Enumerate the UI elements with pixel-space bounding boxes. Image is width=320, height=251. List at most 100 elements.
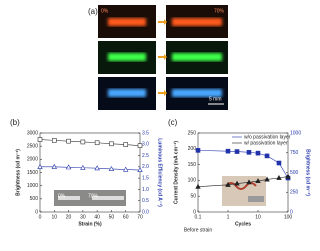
photo-glow xyxy=(108,53,146,61)
x-tick-label: 30 xyxy=(80,214,86,220)
y2-axis-title: Luminous Efficiency (cd A⁻¹) xyxy=(157,138,163,207)
inset-label: 0% xyxy=(58,193,66,199)
x-tick-label: 10 xyxy=(255,214,261,220)
photo-glow xyxy=(172,89,222,97)
y2-tick-label: 0.5 xyxy=(142,198,149,204)
marker xyxy=(66,138,71,144)
marker xyxy=(37,163,43,169)
y-tick-label: 2000 xyxy=(27,157,38,163)
marker xyxy=(255,178,261,184)
inset-photo xyxy=(54,190,126,206)
y-tick-label: 200 xyxy=(188,146,197,152)
y2-tick-label: 3.5 xyxy=(142,130,149,136)
arrow xyxy=(158,90,167,96)
y2-tick-label: 750 xyxy=(290,150,299,156)
marker xyxy=(225,148,231,154)
y-tick-label: 0 xyxy=(35,209,38,215)
marker xyxy=(234,180,240,186)
panel-label: (b) xyxy=(10,118,20,127)
arrow xyxy=(158,54,167,60)
arrow xyxy=(158,19,167,25)
y2-axis-title: Brightness (cd m⁻²) xyxy=(305,149,311,196)
y2-tick-label: 1.0 xyxy=(142,187,149,193)
inset-wave xyxy=(225,182,257,190)
marker xyxy=(276,174,282,180)
y-tick-label: 50 xyxy=(190,194,196,200)
y-axis-title: Current Density (mA cm⁻²) xyxy=(173,141,179,204)
marker xyxy=(123,166,129,172)
x-tick-label: 0.1 xyxy=(195,214,202,220)
marker xyxy=(225,181,231,187)
inset-label: 70% xyxy=(88,193,99,199)
x-tick-label: 50 xyxy=(109,214,115,220)
marker xyxy=(137,167,143,173)
y2-tick-label: 1000 xyxy=(290,130,301,136)
inset-strip xyxy=(92,196,124,200)
x-tick-label: 70 xyxy=(137,214,143,220)
y2-tick-label: 0.0 xyxy=(142,209,149,215)
y-tick-label: 2500 xyxy=(27,143,38,149)
marker xyxy=(234,149,240,154)
y-axis-title: Brightness (cd m⁻²) xyxy=(15,149,21,196)
y-tick-label: 0 xyxy=(193,209,196,215)
inset-strip xyxy=(248,196,264,202)
marker xyxy=(80,164,86,170)
marker xyxy=(137,143,143,148)
marker xyxy=(264,153,270,159)
photo-glow xyxy=(172,18,222,26)
y2-tick-label: 2.0 xyxy=(142,164,149,170)
legend-label: w/ passivation layer xyxy=(244,140,288,146)
x-tick-label: 60 xyxy=(123,214,129,220)
marker xyxy=(80,139,86,145)
x-tick-label: 40 xyxy=(94,214,100,220)
x-axis-title: Strain (%) xyxy=(78,221,102,227)
x-tick-label: 0 xyxy=(39,214,42,220)
photo-label: 0% xyxy=(101,8,109,14)
marker xyxy=(37,137,43,142)
x-tick-label: 20 xyxy=(66,214,72,220)
y2-tick-label: 250 xyxy=(290,190,299,196)
x-tick-label: 1 xyxy=(227,214,230,220)
marker xyxy=(264,176,270,182)
marker xyxy=(195,148,201,153)
y2-tick-label: 500 xyxy=(290,170,299,176)
marker xyxy=(195,183,201,189)
inset-strip xyxy=(58,196,80,200)
marker xyxy=(276,160,282,166)
photo-label: 70% xyxy=(214,8,225,14)
scale-label: 5 mm xyxy=(209,96,222,102)
series-line xyxy=(40,166,141,171)
panel-label: (a) xyxy=(88,7,98,16)
photo-grid xyxy=(98,5,228,110)
series-line xyxy=(197,176,289,188)
series-line xyxy=(197,150,289,179)
y2-tick-label: 3.0 xyxy=(142,142,149,148)
page: {"panel_a": {"label": "(a)", "start": "0… xyxy=(10,5,311,234)
x-axis-title: Cycles xyxy=(235,221,251,227)
y-tick-label: 250 xyxy=(188,130,197,136)
y-tick-label: 1500 xyxy=(27,170,38,176)
marker xyxy=(94,165,100,171)
x-tick-label: 10 xyxy=(52,214,58,220)
y-tick-label: 100 xyxy=(188,178,197,184)
marker xyxy=(109,141,114,147)
panel-label: (c) xyxy=(168,118,178,127)
photo-glow xyxy=(172,53,222,61)
marker xyxy=(246,150,252,155)
x-note: Before strain xyxy=(184,227,213,233)
marker xyxy=(65,164,72,170)
marker xyxy=(94,140,100,146)
marker xyxy=(255,150,261,156)
marker xyxy=(285,173,291,179)
y-tick-label: 1000 xyxy=(27,183,38,189)
photo-glow xyxy=(108,18,146,26)
x-tick-label: 100 xyxy=(284,214,293,220)
series-line xyxy=(39,139,141,146)
y2-tick-label: 2.5 xyxy=(142,153,149,159)
marker xyxy=(123,142,129,147)
y-tick-label: 500 xyxy=(30,196,39,202)
marker xyxy=(108,165,115,171)
marker xyxy=(51,163,57,169)
marker xyxy=(246,179,252,185)
figure: (a) 0% 70% 5 mm (b)0 10 20 30 40 50 60 70050010… xyxy=(10,5,311,233)
